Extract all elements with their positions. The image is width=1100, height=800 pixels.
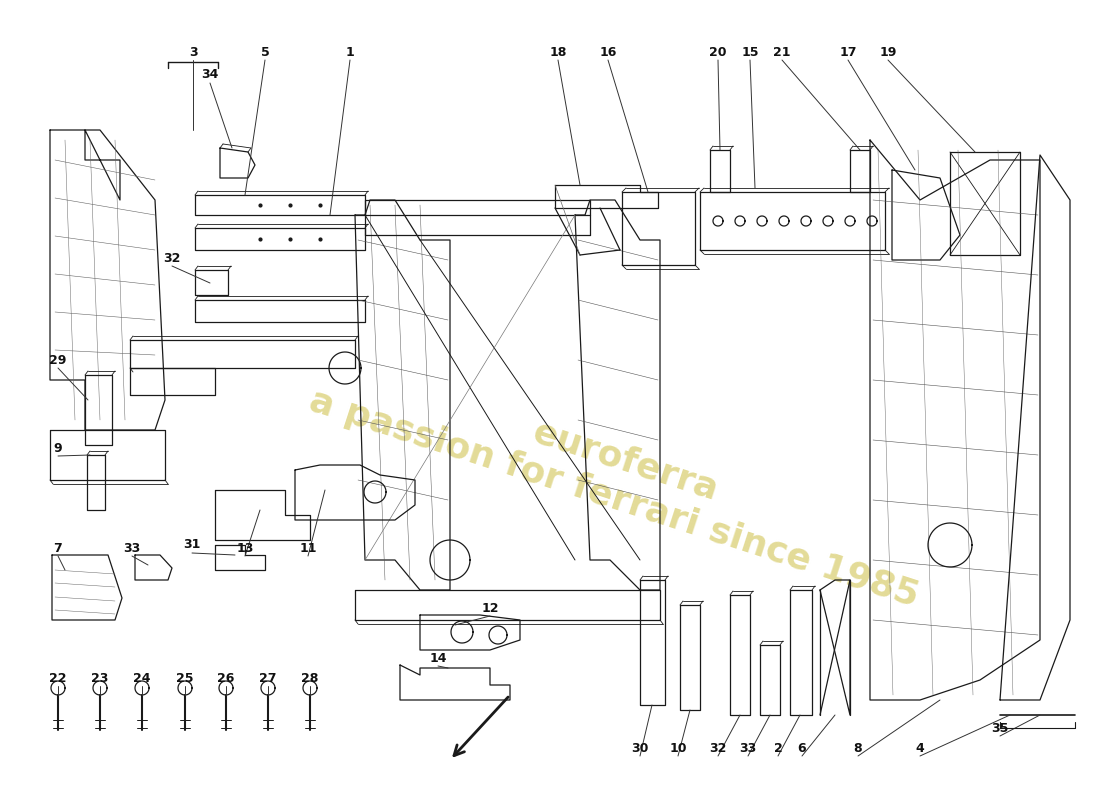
Text: 5: 5 bbox=[261, 46, 270, 58]
Text: 14: 14 bbox=[429, 651, 447, 665]
Text: 4: 4 bbox=[915, 742, 924, 754]
Text: 11: 11 bbox=[299, 542, 317, 554]
Text: 30: 30 bbox=[631, 742, 649, 754]
Text: 8: 8 bbox=[854, 742, 862, 754]
Text: 12: 12 bbox=[482, 602, 498, 614]
Text: 3: 3 bbox=[189, 46, 197, 58]
Text: euroferra
a passion for ferrari since 1985: euroferra a passion for ferrari since 19… bbox=[305, 346, 935, 614]
Text: 13: 13 bbox=[236, 542, 254, 554]
Text: 34: 34 bbox=[201, 69, 219, 82]
Text: 26: 26 bbox=[218, 671, 234, 685]
Text: 28: 28 bbox=[301, 671, 319, 685]
Text: 24: 24 bbox=[133, 671, 151, 685]
Text: 31: 31 bbox=[184, 538, 200, 551]
Text: 1: 1 bbox=[345, 46, 354, 58]
Text: 22: 22 bbox=[50, 671, 67, 685]
Text: 33: 33 bbox=[739, 742, 757, 754]
Text: 6: 6 bbox=[798, 742, 806, 754]
Text: 7: 7 bbox=[54, 542, 63, 554]
Text: 32: 32 bbox=[163, 251, 180, 265]
Text: 15: 15 bbox=[741, 46, 759, 58]
Text: 27: 27 bbox=[260, 671, 277, 685]
Text: 25: 25 bbox=[176, 671, 194, 685]
Text: 32: 32 bbox=[710, 742, 727, 754]
Text: 9: 9 bbox=[54, 442, 63, 454]
Text: 29: 29 bbox=[50, 354, 67, 366]
Text: 35: 35 bbox=[991, 722, 1009, 734]
Text: 10: 10 bbox=[669, 742, 686, 754]
Text: 33: 33 bbox=[123, 542, 141, 554]
Text: 23: 23 bbox=[91, 671, 109, 685]
Text: 16: 16 bbox=[600, 46, 617, 58]
Text: 17: 17 bbox=[839, 46, 857, 58]
Text: 19: 19 bbox=[879, 46, 896, 58]
Text: 21: 21 bbox=[773, 46, 791, 58]
Text: 18: 18 bbox=[549, 46, 566, 58]
Text: 20: 20 bbox=[710, 46, 727, 58]
Text: 2: 2 bbox=[773, 742, 782, 754]
